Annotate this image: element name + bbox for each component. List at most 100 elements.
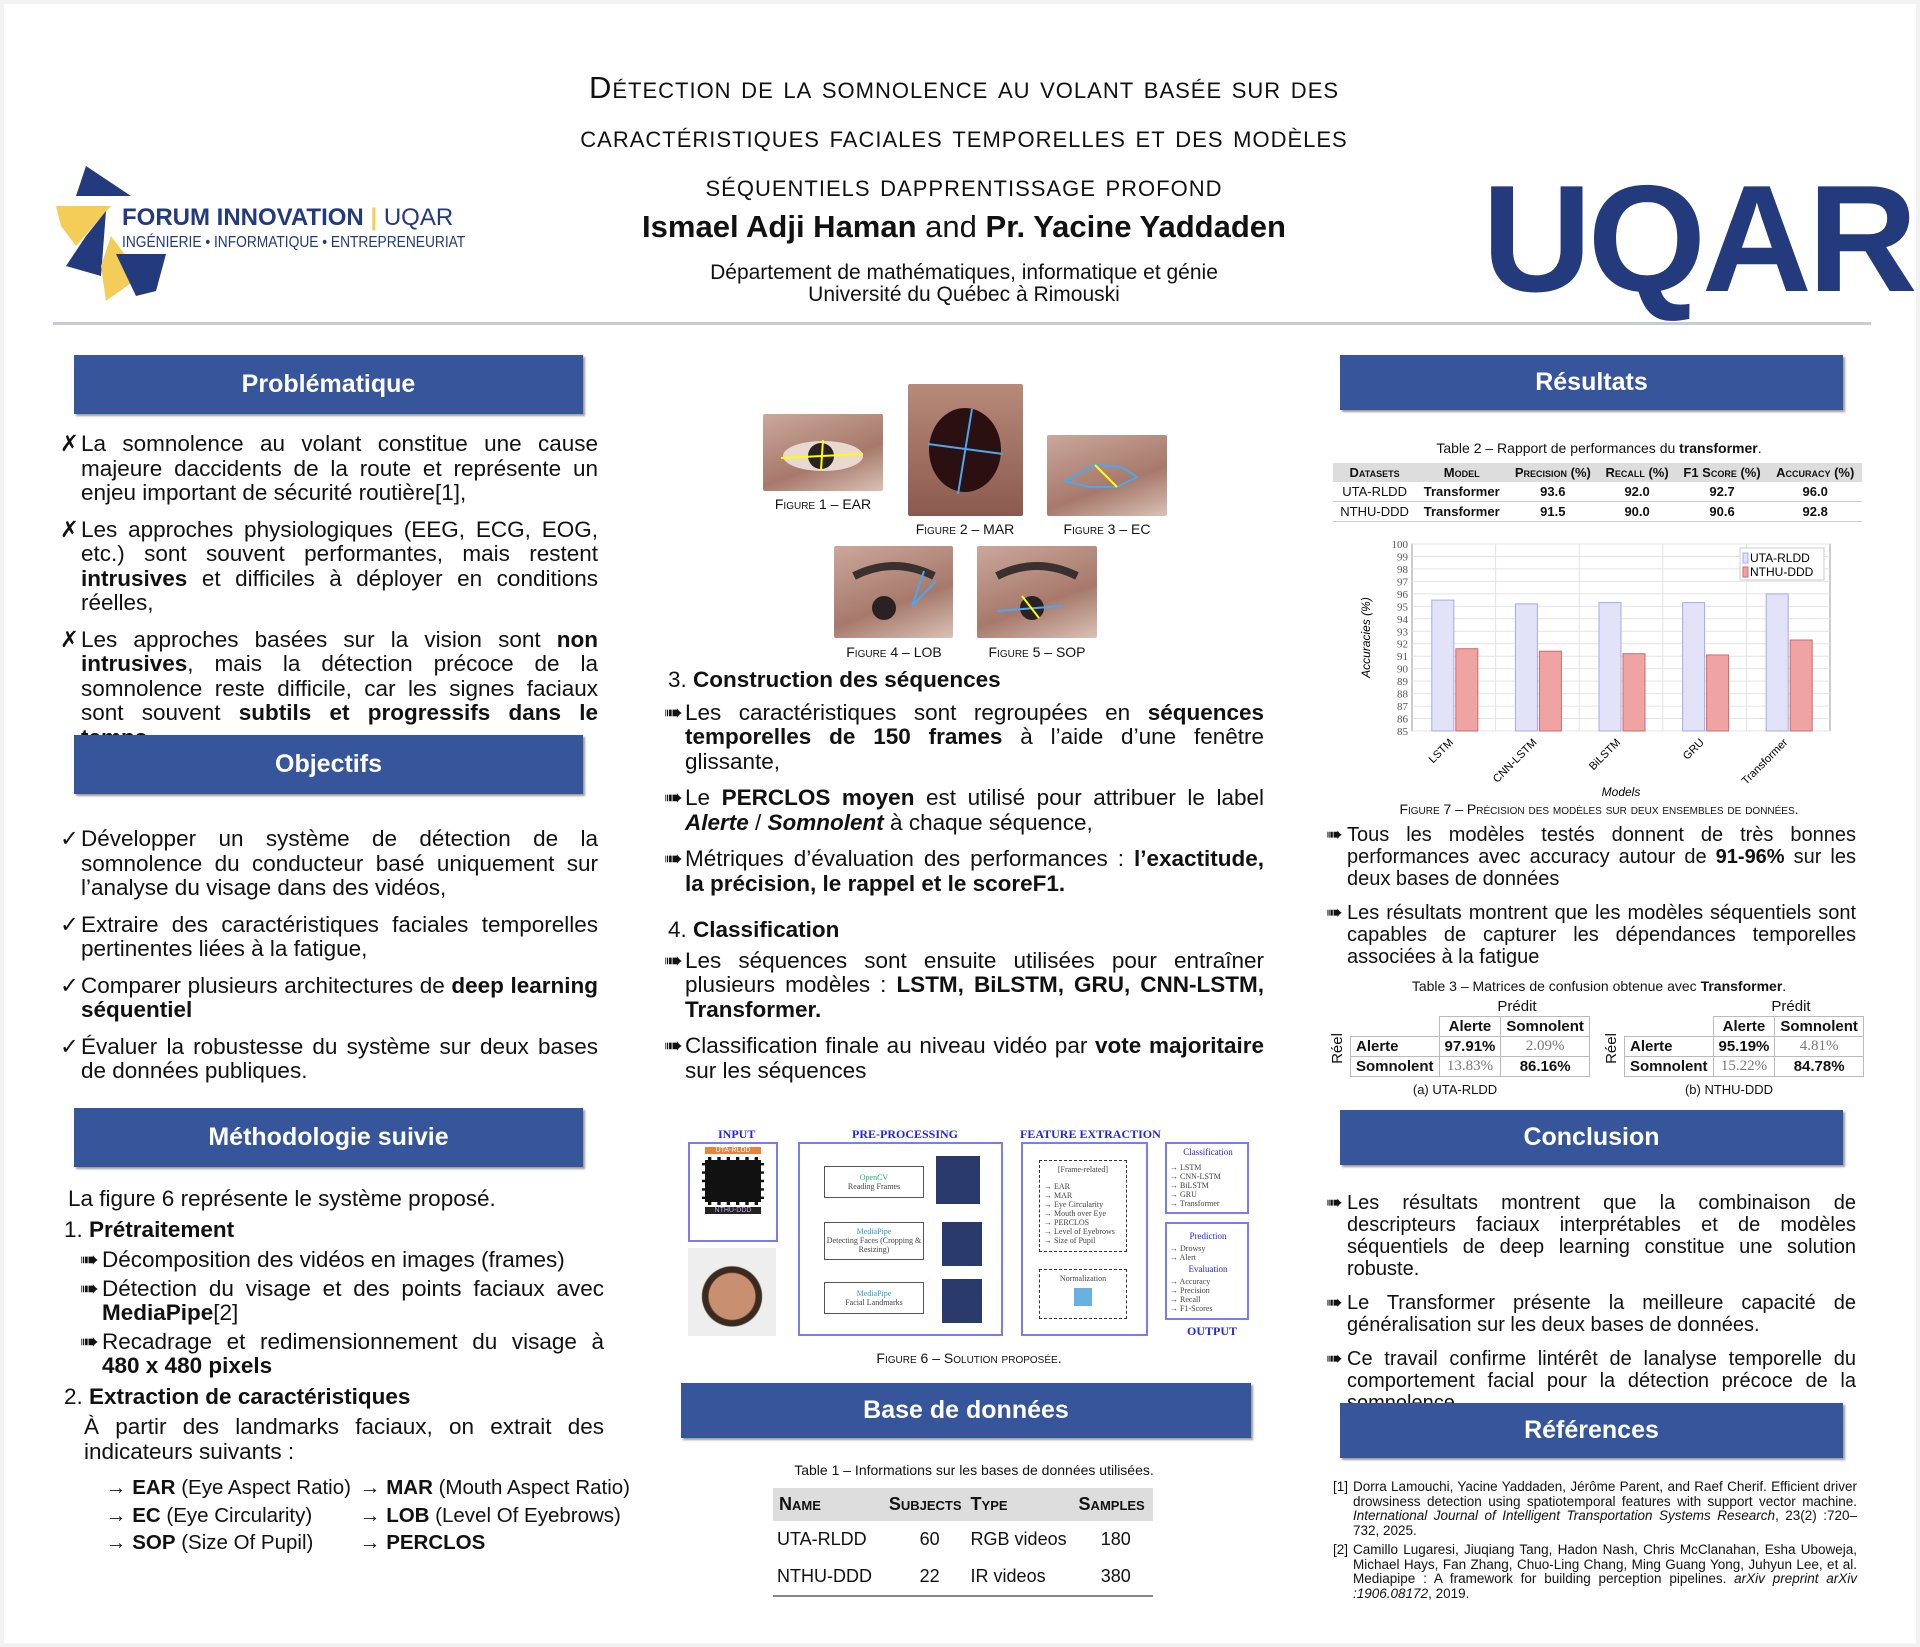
x-axis-label: Models (1602, 785, 1641, 799)
figure-2-mar-image (908, 384, 1023, 516)
text-run: à l’aide d’une fenêtre glissante, (685, 724, 1265, 774)
figure-4-caption: Figure 4 – LOB (846, 644, 942, 660)
title-line-2: caractéristiques faciales temporelles et… (580, 119, 1348, 154)
problematique-list: ✗ La somnolence au volant constitue une c… (60, 431, 598, 762)
title-line-3: séquentiels dapprentissage profond (705, 168, 1223, 203)
sequences-title: Construction des séquences (693, 667, 1001, 692)
text-run: Développer un système de détection de la… (81, 826, 598, 900)
conclusion-header: Conclusion (1340, 1110, 1843, 1165)
feature-item: → EAR (Eye Aspect Ratio) (106, 1476, 351, 1499)
bar-uta-rldd-bilstm (1598, 602, 1622, 732)
logo-text-uqar: UQAR (383, 204, 454, 231)
text-run: arXiv preprint arXiv :1906.08172 (1353, 1571, 1857, 1601)
logo-text-2: INGÉNIERIE • INFORMATIQUE • ENTREPRENEUR… (122, 234, 466, 251)
bullet-icon: ➠ (664, 947, 683, 973)
text-run: Camillo Lugaresi, Jiuqiang Tang, Hadon N… (1353, 1542, 1857, 1586)
feature-item: → SOP (Size Of Pupil) (106, 1531, 314, 1554)
text-run: , 23(2) :720–732, 2025. (1353, 1508, 1857, 1538)
text-run: , mais la détection précoce de la somnol… (81, 651, 598, 725)
text-run: Le Transformer présente la meilleure cap… (1347, 1292, 1856, 1336)
list-item: ➠ Les résultats montrent que les modèles … (1326, 902, 1856, 968)
y-tick-label: 93 (1397, 626, 1409, 638)
list-item: ✗ Les approches physiologiques (EEG, ECG,… (60, 517, 598, 616)
text-run: Tous les modèles testés donnent de très … (1347, 824, 1856, 868)
cube-icon (1074, 1288, 1092, 1306)
bullet-icon: ✓ (60, 911, 79, 937)
references-header: Références (1340, 1403, 1843, 1458)
bold-text: l’exactitude, la précision, le rappel et… (685, 846, 1264, 896)
y-tick-label: 86 (1397, 714, 1409, 726)
classification-list: ➠ Les séquences sont ensuite utilisées po… (664, 947, 1264, 1084)
y-tick-label: 91 (1397, 651, 1408, 663)
figure-1-ear-image (763, 414, 883, 491)
y-tick-label: 100 (1392, 539, 1409, 551)
step-1: OpenCV Reading Frames (824, 1166, 924, 1198)
list-item: ➠ Recadrage et redimensionnement du visag… (64, 1329, 604, 1379)
objectifs-list: ✓ Développer un système de détection de l… (60, 826, 598, 1096)
uta-logo: UTA-RLDD (705, 1147, 761, 1154)
bold-text: Alerte (685, 809, 749, 835)
bar-uta-rldd-transformer (1765, 593, 1789, 732)
step-3: MediaPipe Facial Landmarks (824, 1282, 924, 1314)
text-run: La somnolence au volant constitue une ca… (81, 431, 598, 505)
sequences-list: ➠ Les caractéristiques sont regroupées en… (664, 700, 1265, 897)
predit-label: Prédit (1497, 998, 1537, 1015)
y-axis-label: Accuracies (%) (1359, 597, 1373, 679)
bold-text: deep learning séquentiel (81, 972, 598, 1022)
feature-item: → MAR (Mouth Aspect Ratio) (360, 1476, 631, 1499)
y-tick-label: 89 (1397, 676, 1409, 688)
step1-title: Prétraitement (89, 1216, 235, 1242)
resultats-header: Résultats (1340, 355, 1843, 410)
bullet-icon: ➠ (80, 1275, 99, 1301)
list-item: ➠ Les séquences sont ensuite utilisées po… (664, 947, 1264, 1023)
confusion-table: Alerte Somnolent Alerte 95.19% 4.81% Somnol… (1624, 1016, 1864, 1077)
list-item: ✓ Extraire des caractéristiques faciales … (60, 911, 598, 962)
table-1-caption: Table 1 – Informations sur les bases de … (794, 1462, 1154, 1478)
database-table: Name Subjects Type Samples UTA-RLDD 60 RGB vi… (773, 1488, 1153, 1597)
step-2: MediaPipe Detecting Faces (Cropping & Res… (824, 1222, 924, 1260)
forum-innovation-logo: FORUM INNOVATION | UQAR INGÉNIERIE • INF… (56, 166, 476, 301)
bullet-icon: ➠ (664, 785, 683, 810)
classification-box (1165, 1142, 1249, 1214)
text-run: à chaque séquence, (883, 809, 1093, 835)
text-run: Les séquences sont ensuite utilisées pou… (685, 947, 1264, 997)
list-item: ➠ Ce travail confirme lintérêt de lanalys… (1326, 1348, 1856, 1414)
bullet-icon: ➠ (1326, 1348, 1343, 1370)
text-run: sur les deux bases de données (1347, 846, 1856, 890)
figure-2-caption: Figure 2 – MAR (915, 521, 1015, 537)
bullet-icon: ✗ (60, 431, 79, 456)
bar-uta-rldd-cnn-lstm (1514, 603, 1538, 732)
section-number: 4. (668, 917, 687, 942)
affiliation: Département de mathématiques, informatiq… (384, 262, 1544, 306)
bullet-icon: ✓ (60, 972, 79, 998)
author-2: Pr. Yacine Yaddaden (985, 209, 1286, 244)
text-run: Le (685, 785, 722, 810)
text-run: Dorra Lamouchi, Yacine Yaddaden, Jérôme … (1353, 1479, 1857, 1509)
face-thumb (942, 1222, 982, 1266)
bar-nthu-ddd-gru (1706, 654, 1730, 732)
bullet-icon: ✗ (60, 626, 79, 652)
face-landmarks-image (688, 1248, 776, 1336)
text-run: Les résultats montrent que les modèles s… (1347, 902, 1856, 968)
legend-swatch (1742, 552, 1749, 564)
problematique-header: Problématique (74, 355, 583, 414)
table-row: UTA-RLDD Transformer 93.6 92.0 92.7 96.0 (1333, 482, 1862, 502)
bullet-icon: ➠ (664, 846, 683, 871)
bullet-icon: ➠ (1326, 902, 1343, 924)
list-item: ➠ Détection du visage et des points facia… (64, 1275, 604, 1326)
bold-text: subtils et progressifs dans le temps. (81, 700, 598, 749)
step2-title: Extraction de caractéristiques (89, 1383, 411, 1409)
x-tick-label: GRU (1681, 737, 1707, 763)
bar-nthu-ddd-transformer (1789, 639, 1813, 732)
author-1: Ismael Adji Haman (642, 209, 917, 244)
list-item: ✓ Comparer plusieurs architectures de dee… (60, 972, 598, 1023)
y-tick-label: 90 (1397, 664, 1409, 676)
frames-thumb (936, 1156, 980, 1204)
reel-label: Réel (1328, 1033, 1346, 1064)
classification-content: Classification → LSTM → CNN-LSTM → BiLSTM → … (1170, 1147, 1233, 1209)
table-3-caption: Table 3 – Matrices de confusion obtenue … (1411, 978, 1787, 994)
bar-nthu-ddd-lstm (1455, 648, 1479, 732)
bar-nthu-ddd-bilstm (1622, 653, 1646, 732)
text-run: , 2019. (1428, 1585, 1470, 1601)
text-run: Classification finale au niveau vidéo pa… (685, 1033, 1096, 1058)
